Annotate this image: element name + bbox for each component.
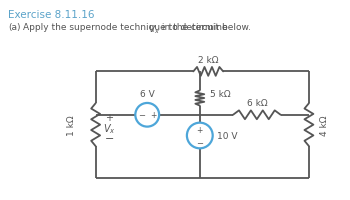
Text: (a): (a) [8, 23, 21, 32]
Text: 10 V: 10 V [217, 131, 237, 140]
Text: −: − [138, 111, 145, 120]
Text: −: − [105, 134, 114, 144]
Text: $V_x$: $V_x$ [103, 122, 116, 136]
Text: 1 kΩ: 1 kΩ [67, 115, 76, 135]
Text: −: − [196, 138, 203, 147]
Text: Exercise 8.11.16: Exercise 8.11.16 [8, 10, 95, 20]
Text: in the circuit below.: in the circuit below. [159, 23, 251, 32]
Text: Apply the supernode technique to determine: Apply the supernode technique to determi… [23, 23, 231, 32]
Text: +: + [105, 112, 113, 122]
Text: +: + [150, 111, 156, 120]
Text: 5 kΩ: 5 kΩ [210, 89, 230, 98]
Text: $V_x$: $V_x$ [148, 23, 160, 35]
Text: 2 kΩ: 2 kΩ [198, 55, 218, 64]
Text: 6 kΩ: 6 kΩ [246, 98, 267, 107]
Text: +: + [197, 125, 203, 134]
Text: 6 V: 6 V [140, 90, 155, 99]
Text: 4 kΩ: 4 kΩ [320, 115, 329, 135]
